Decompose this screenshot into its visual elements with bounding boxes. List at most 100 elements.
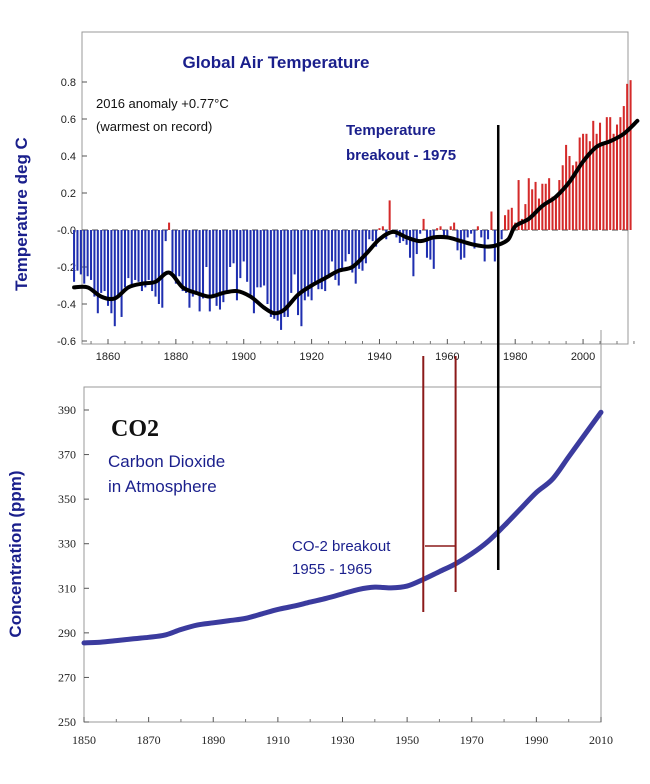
temperature-anomaly-note-2: (warmest on record) [96,119,212,134]
temperature-bar [582,133,585,230]
temperature-bar [571,165,574,230]
temperature-bar [127,230,130,279]
temperature-bar [453,222,456,230]
co2-y-tick-label: 290 [58,626,76,640]
temperature-bar [527,178,530,230]
temperature-bar [531,189,534,230]
temperature-bar [90,230,93,280]
temperature-bar [381,226,384,230]
temperature-bar [470,230,473,234]
temperature-bar [422,218,425,230]
temperature-bar [507,209,510,230]
temperature-bar [117,230,120,297]
temperature-bar [548,178,551,230]
co2-subtitle-2: in Atmosphere [108,477,217,496]
temperature-bar [259,230,262,288]
temperature-bar [201,230,205,299]
temperature-bar [375,230,378,247]
temperature-bar [351,230,354,273]
temperature-bar [123,230,126,288]
temperature-bar [412,230,415,277]
co2-y-tick-label: 270 [58,670,76,684]
temperature-bar [629,80,632,231]
temperature-bar [185,230,188,293]
temperature-bar [371,230,374,242]
temperature-bar [239,230,242,279]
temperature-y-tick-label: -0.4 [57,299,76,311]
temperature-bar [517,180,520,230]
temperature-bar [157,230,160,304]
temperature-y-tick-label: 0.6 [61,114,76,126]
temperature-bar [134,230,137,280]
co2-y-tick-label: 390 [58,403,76,417]
temperature-bar [487,230,490,240]
temperature-bar [334,230,337,280]
temperature-bar [626,83,629,230]
temperature-bar [242,230,245,262]
temperature-bar [198,230,201,312]
temperature-bar [585,133,588,230]
temperature-bar [151,230,154,292]
temperature-bar [575,161,578,230]
temperature-bar [120,230,123,317]
temperature-bar [137,230,140,282]
co2-y-tick-label: 350 [58,492,76,506]
temperature-bar [303,230,306,301]
temperature-bar [358,230,361,269]
temperature-bar [225,230,228,292]
temperature-bar [436,228,439,230]
temperature-bar [164,230,167,242]
temperature-bar [419,230,422,234]
co2-chart: 250 270 290 310 330 350 370 390 1850 1870 1890 191… [6,330,613,747]
temperature-bar [524,204,527,230]
co2-x-tick-label: 2010 [589,733,613,747]
temperature-bar [595,133,598,230]
temperature-smoothed-line [72,118,640,316]
temperature-bar [490,211,493,230]
temperature-bar [140,230,143,292]
temperature-bar [178,230,181,277]
temperature-bar [551,196,554,230]
temperature-bar [229,230,232,267]
temperature-bar [554,194,557,230]
temperature-bar [364,230,367,264]
temperature-x-tick-label: 1900 [231,351,255,363]
temperature-x-tick-label: 1880 [164,351,188,363]
temperature-bar [215,230,218,306]
temperature-bar [446,230,449,238]
temperature-bar [544,183,547,230]
temperature-bar [161,230,164,308]
temperature-bar [263,230,266,286]
temperature-bar [432,230,435,269]
temperature-bar [500,230,503,240]
temperature-bar [300,230,303,327]
co2-x-tick-label: 1890 [201,733,225,747]
temperature-bar [378,228,381,230]
temperature-bar [354,230,357,284]
temperature-bar [103,230,106,292]
temperature-bar [480,230,483,238]
co2-breakout-label: CO-2 breakout [292,538,391,555]
temperature-bar [205,230,208,267]
co2-x-tick-label: 1970 [460,733,484,747]
temperature-bar [602,144,605,230]
temperature-bar [297,230,300,316]
temperature-bar [266,230,269,304]
temperature-x-tick-label: 1980 [503,351,527,363]
temperature-bar [83,230,86,284]
temperature-bar [341,230,344,269]
temperature-chart: 0.8 0.6 0.4 0.2 -0.0 -0.2 -0.4 -0.6 1860 1880 190… [12,31,640,363]
temperature-bar [147,230,150,280]
temperature-bar [619,117,622,230]
temperature-bar [605,117,608,230]
temperature-x-tick-label: 1940 [367,351,391,363]
temperature-bar [361,230,364,271]
temperature-bar [174,230,177,284]
breakout-markers [422,125,500,612]
temperature-bar [398,230,401,243]
co2-x-tick-label: 1870 [137,733,161,747]
co2-y-axis: 250 270 290 310 330 350 370 390 [58,403,89,729]
co2-y-tick-label: 370 [58,448,76,462]
temperature-bar [510,207,513,230]
